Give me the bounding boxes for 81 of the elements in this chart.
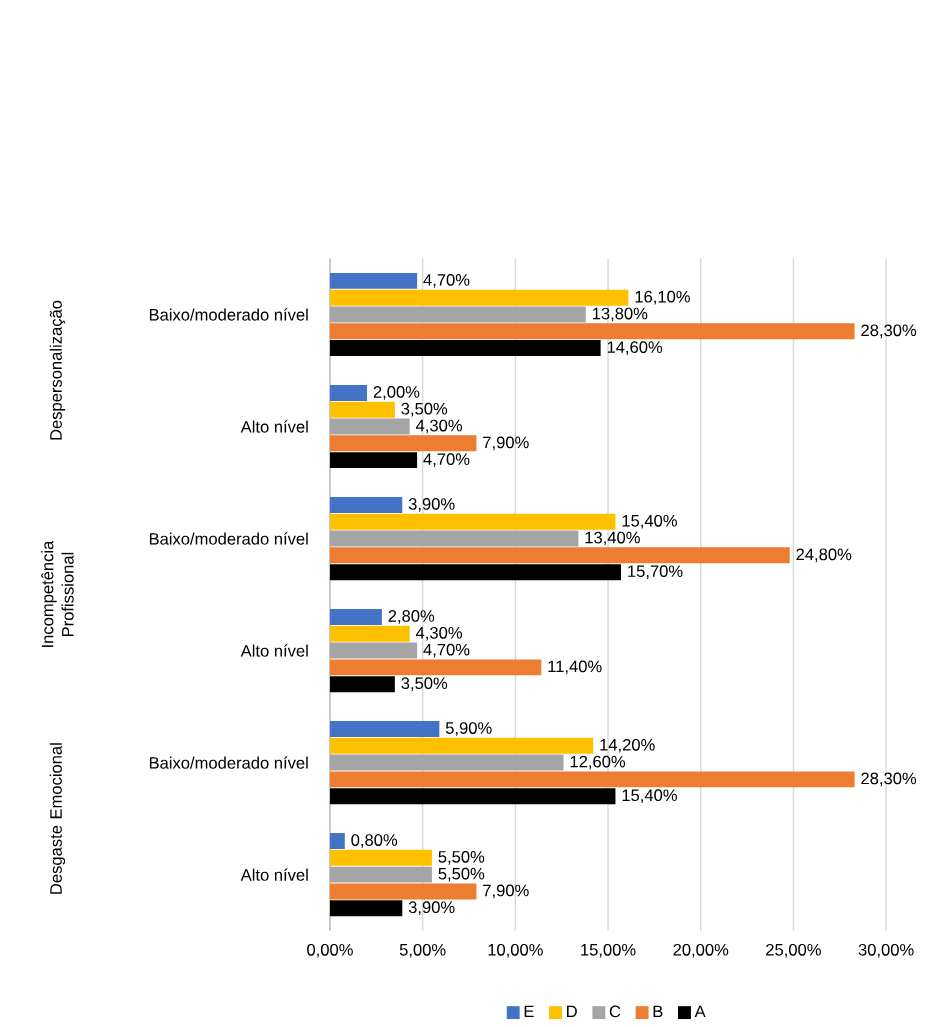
x-tick-label: 15,00% bbox=[581, 943, 636, 958]
y-tick-label: Alto nível bbox=[240, 644, 308, 657]
data-label: 11,40% bbox=[548, 660, 602, 675]
data-label: 2,80% bbox=[388, 610, 435, 624]
data-label: 4,70% bbox=[423, 643, 470, 658]
data-label: 3,90% bbox=[408, 901, 455, 916]
bar bbox=[330, 289, 629, 306]
bar bbox=[330, 452, 418, 469]
data-label: 5,50% bbox=[438, 850, 485, 865]
legend-label: B bbox=[653, 1005, 663, 1018]
data-label: 7,90% bbox=[483, 436, 529, 451]
x-tick-label: 20,00% bbox=[673, 943, 729, 958]
text: Despersonalização bbox=[49, 300, 66, 440]
bar bbox=[330, 340, 601, 357]
x-tick-label: 30,00% bbox=[858, 943, 914, 958]
bar bbox=[330, 306, 586, 323]
bar bbox=[330, 547, 790, 564]
bar bbox=[330, 849, 433, 866]
bar bbox=[330, 496, 403, 513]
legend-label: A bbox=[694, 1005, 706, 1018]
data-label: 28,30% bbox=[861, 324, 917, 339]
y-tick-label: Alto nível bbox=[240, 420, 308, 433]
y-tick-label: Baixo/moderado nível bbox=[150, 532, 308, 545]
data-label: 3,90% bbox=[408, 498, 455, 512]
text: Incompetência Profissional bbox=[41, 540, 74, 647]
data-label: 4,70% bbox=[423, 453, 470, 467]
data-label: 16,10% bbox=[635, 290, 691, 305]
data-label: 24,80% bbox=[796, 548, 852, 563]
data-label: 7,90% bbox=[483, 884, 529, 899]
bar bbox=[330, 530, 579, 547]
data-label: 5,90% bbox=[446, 722, 492, 736]
data-label: 3,50% bbox=[401, 402, 448, 417]
data-label: 5,50% bbox=[438, 867, 485, 882]
y-tick-label: Baixo/moderado nível bbox=[150, 756, 308, 769]
bar bbox=[330, 900, 403, 917]
bar bbox=[330, 642, 418, 659]
x-tick-label: 10,00% bbox=[488, 943, 544, 958]
bar bbox=[330, 418, 410, 435]
data-label: 4,30% bbox=[416, 419, 463, 434]
data-label: 15,70% bbox=[628, 565, 683, 579]
bar bbox=[330, 659, 542, 676]
data-label: 13,40% bbox=[585, 531, 641, 546]
data-label: 4,70% bbox=[423, 274, 470, 288]
data-label: 14,20% bbox=[600, 738, 655, 753]
bar bbox=[330, 771, 855, 788]
legend-label: D bbox=[567, 1005, 578, 1018]
bar bbox=[330, 401, 396, 418]
data-label: 28,30% bbox=[861, 772, 917, 787]
bar bbox=[330, 788, 616, 805]
bar bbox=[330, 384, 368, 401]
y-tick-label: Baixo/moderado nível bbox=[150, 308, 308, 321]
bar bbox=[330, 564, 622, 581]
bar bbox=[330, 513, 616, 530]
data-label: 3,50% bbox=[401, 677, 448, 692]
bar bbox=[330, 676, 396, 693]
data-label: 12,60% bbox=[570, 755, 626, 770]
data-label: 14,60% bbox=[607, 341, 663, 355]
bar bbox=[330, 737, 594, 754]
legend-label: E bbox=[524, 1005, 534, 1018]
x-tick-label: 0,00% bbox=[307, 943, 354, 958]
bar bbox=[330, 883, 477, 900]
bar bbox=[330, 833, 345, 849]
x-tick-label: 5,00% bbox=[400, 943, 446, 958]
bar bbox=[330, 721, 440, 737]
bar bbox=[330, 272, 418, 289]
bar bbox=[330, 625, 410, 642]
x-tick-label: 25,00% bbox=[766, 943, 822, 958]
legend-label: C bbox=[609, 1005, 621, 1018]
data-label: 15,40% bbox=[622, 789, 678, 804]
data-label: 15,40% bbox=[622, 514, 678, 529]
bar bbox=[330, 608, 383, 625]
bar bbox=[330, 435, 477, 452]
text: Desgaste Emocional bbox=[49, 743, 66, 894]
data-label: 2,00% bbox=[373, 386, 420, 400]
bar bbox=[330, 323, 855, 340]
data-label: 0,80% bbox=[351, 834, 398, 848]
bar bbox=[330, 754, 564, 771]
data-label: 4,30% bbox=[416, 626, 463, 641]
data-label: 13,80% bbox=[593, 307, 648, 322]
y-tick-label: Alto nível bbox=[240, 868, 308, 881]
bar bbox=[330, 866, 433, 883]
